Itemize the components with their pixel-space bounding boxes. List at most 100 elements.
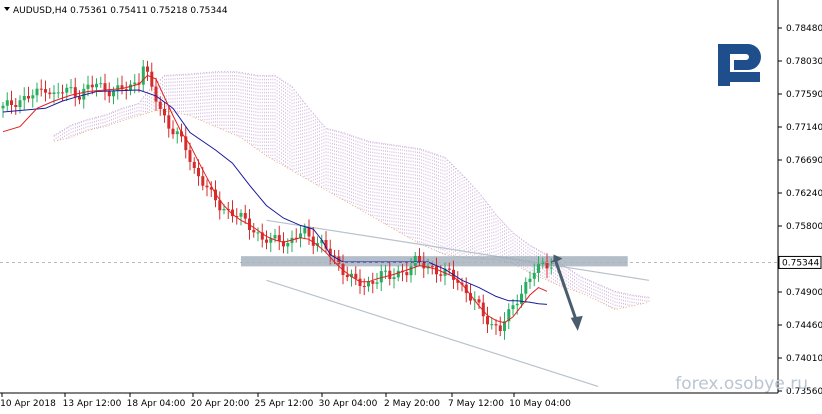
candle-body	[333, 255, 336, 257]
candle-body	[350, 273, 353, 278]
candle-body	[367, 281, 370, 287]
x-tick-label: 10 Apr 2018	[0, 399, 56, 409]
candle-body	[154, 86, 158, 102]
candle-body	[388, 270, 392, 279]
candle-body	[549, 267, 553, 269]
candle-body	[528, 278, 532, 282]
y-tick-label: 0.78030	[786, 57, 822, 67]
candle-body	[78, 96, 81, 100]
candle-body	[107, 90, 111, 97]
y-tick-label: 0.78480	[786, 24, 822, 34]
candle-body	[375, 282, 379, 284]
candle-body	[116, 85, 120, 92]
candle-body	[133, 82, 137, 85]
candle-body	[282, 240, 285, 247]
candle-body	[56, 92, 60, 94]
candle-body	[286, 243, 290, 247]
candle-body	[188, 150, 192, 162]
candle-body	[316, 243, 319, 246]
candle-body	[294, 237, 298, 239]
candle-body	[99, 83, 103, 85]
candle-body	[205, 185, 209, 188]
candle-body	[27, 96, 30, 99]
candle-body	[14, 105, 18, 107]
candle-body	[447, 268, 451, 270]
candle-body	[320, 240, 324, 244]
y-axis-ticks: 0.78480 0.78030 0.77590 0.77140 0.76690 0.762…	[778, 24, 822, 397]
candle-body	[371, 281, 375, 284]
candle-body	[379, 271, 383, 283]
forecast-arrow-down-leg	[554, 260, 579, 323]
candle-body	[515, 303, 519, 306]
candle-body	[392, 277, 396, 279]
candle-body	[490, 324, 494, 326]
y-tick-label: 0.76690	[786, 156, 822, 166]
candle-body	[324, 240, 328, 249]
candle-body	[5, 100, 9, 106]
cloud-senkou-a	[53, 71, 650, 298]
candle-body	[167, 115, 171, 129]
candle-body	[22, 96, 26, 101]
candle-body	[239, 213, 243, 217]
candle-body	[486, 316, 489, 325]
y-tick-label: 0.74900	[786, 288, 822, 298]
current-price-box	[778, 255, 822, 269]
candle-body	[243, 213, 247, 219]
candle-body	[481, 302, 485, 317]
resistance-zone	[241, 256, 628, 267]
candle-body	[443, 268, 447, 276]
candle-body	[69, 87, 73, 89]
candle-body	[273, 235, 277, 239]
x-tick-label: 30 Apr 04:00	[319, 399, 378, 409]
candle-body	[260, 232, 264, 240]
candle-body	[52, 92, 56, 94]
kijun-sen-line	[2, 89, 548, 305]
logo-r-shape	[718, 44, 761, 86]
x-tick-label: 20 Apr 20:00	[191, 399, 250, 409]
candle-body	[201, 176, 205, 186]
current-price-label: 0.75344	[782, 258, 819, 268]
candle-body	[345, 275, 349, 278]
candle-body	[82, 88, 86, 100]
candle-body	[256, 232, 260, 234]
candle-body	[405, 272, 409, 276]
candle-body	[65, 87, 69, 93]
candle-body	[86, 84, 90, 89]
candle-body	[503, 321, 506, 331]
candle-body	[35, 88, 39, 96]
candle-body	[163, 108, 166, 116]
candle-body	[354, 273, 358, 279]
candle-body	[545, 261, 549, 269]
candle-body	[175, 131, 179, 135]
dropdown-triangle-icon	[4, 7, 10, 11]
candle-body	[90, 84, 94, 88]
candle-body	[303, 227, 307, 234]
watermark-text: forex.osobye.ru	[675, 374, 808, 394]
candle-body	[439, 274, 443, 276]
candle-body	[384, 270, 387, 272]
candle-body	[171, 128, 175, 135]
candle-body	[192, 161, 196, 168]
candle-body	[73, 87, 77, 97]
channel-upper-line	[266, 219, 650, 281]
candle-body	[422, 261, 426, 269]
y-tick-label: 0.74010	[786, 354, 822, 364]
x-tick-label: 18 Apr 04:00	[127, 399, 186, 409]
candle-body	[18, 100, 22, 108]
candle-body	[222, 209, 226, 211]
candle-body	[328, 248, 332, 256]
channel-lower-line	[266, 279, 599, 387]
x-axis-ticks: 10 Apr 2018 13 Apr 12:00 18 Apr 04:00 20 Ap…	[0, 393, 571, 409]
x-tick-label: 10 May 04:00	[509, 399, 571, 409]
candle-body	[532, 272, 536, 279]
candle-body	[520, 293, 523, 304]
candle-body	[265, 239, 268, 243]
candle-body	[235, 216, 239, 218]
candle-body	[129, 84, 132, 90]
candle-body	[158, 101, 162, 109]
y-tick-label: 0.73560	[786, 387, 822, 397]
chart-header: AUDUSD,H4 0.75361 0.75411 0.75218 0.7534…	[13, 6, 228, 16]
forecast-arrow-top-head	[553, 254, 563, 264]
plot-background	[0, 0, 778, 393]
